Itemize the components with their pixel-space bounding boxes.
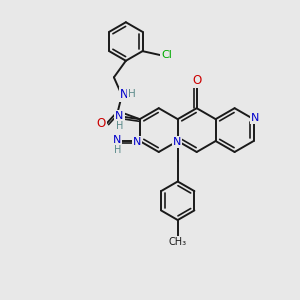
Text: N: N — [119, 88, 128, 101]
Text: N: N — [172, 137, 181, 147]
Text: N: N — [115, 111, 124, 121]
Text: CH₃: CH₃ — [169, 237, 187, 247]
Text: H: H — [114, 145, 121, 155]
Text: N: N — [113, 135, 122, 145]
Text: N: N — [133, 137, 141, 147]
Text: H: H — [116, 121, 123, 131]
Text: O: O — [96, 117, 106, 130]
Text: O: O — [192, 74, 201, 87]
Text: N: N — [251, 113, 260, 123]
Text: H: H — [128, 89, 136, 99]
Text: Cl: Cl — [161, 50, 172, 60]
